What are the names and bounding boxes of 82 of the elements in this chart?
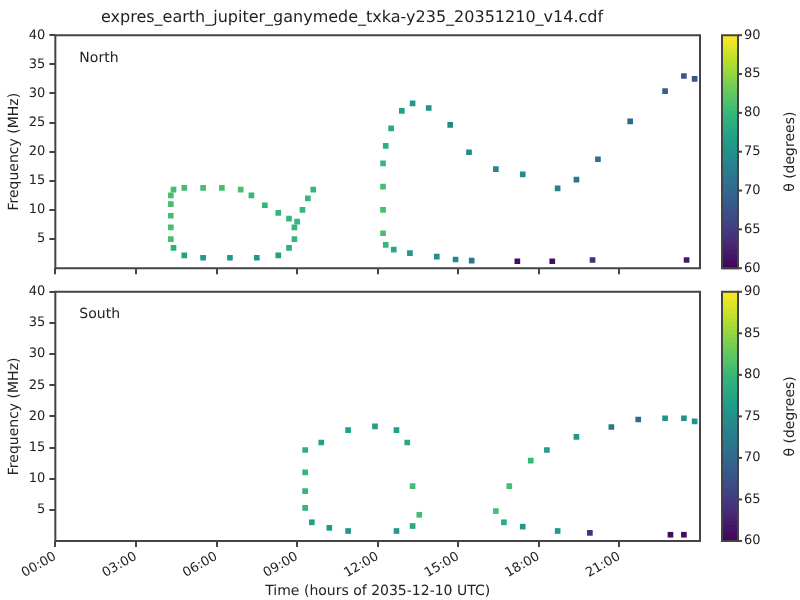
point xyxy=(393,528,400,534)
point xyxy=(345,528,351,534)
point xyxy=(514,258,521,265)
point xyxy=(200,184,206,191)
point xyxy=(237,186,244,193)
point xyxy=(380,230,386,237)
point xyxy=(404,439,411,446)
point xyxy=(683,257,690,263)
point xyxy=(305,195,311,202)
point xyxy=(493,166,499,172)
point xyxy=(286,244,292,251)
point xyxy=(275,210,282,216)
point xyxy=(635,416,642,423)
point xyxy=(219,184,225,191)
point xyxy=(299,207,306,213)
point xyxy=(318,439,325,446)
point xyxy=(587,530,593,536)
point xyxy=(380,183,386,190)
point xyxy=(425,105,432,111)
point xyxy=(181,252,188,259)
point xyxy=(549,258,556,265)
point xyxy=(662,415,668,422)
point xyxy=(286,215,292,222)
point xyxy=(409,523,416,529)
point xyxy=(681,415,687,422)
point xyxy=(667,531,674,538)
chart-title: expres_earth_jupiter_ganymede_txka-y235_20351210_v14.cdf xyxy=(100,7,604,26)
point xyxy=(200,254,206,261)
point xyxy=(501,519,507,526)
point xyxy=(595,156,601,163)
point xyxy=(168,224,174,231)
point xyxy=(168,192,174,199)
point xyxy=(627,118,633,125)
point xyxy=(227,254,233,261)
point xyxy=(168,212,174,219)
point xyxy=(382,242,389,248)
point xyxy=(253,254,260,261)
point xyxy=(544,447,550,453)
point xyxy=(468,257,475,264)
point xyxy=(388,125,394,132)
point xyxy=(589,257,596,263)
point xyxy=(527,457,534,464)
point xyxy=(372,423,378,430)
point xyxy=(302,505,308,511)
point xyxy=(168,236,174,242)
point xyxy=(409,483,416,489)
point xyxy=(310,186,317,193)
point xyxy=(416,511,423,518)
point xyxy=(681,531,687,538)
point xyxy=(662,88,668,94)
point xyxy=(407,250,413,256)
point xyxy=(326,525,333,531)
point xyxy=(691,76,698,82)
point xyxy=(519,171,526,178)
point xyxy=(170,244,177,251)
point xyxy=(390,246,397,253)
point xyxy=(447,122,454,128)
point xyxy=(608,424,615,430)
point xyxy=(309,519,315,526)
point xyxy=(681,73,687,79)
point xyxy=(181,184,188,191)
point xyxy=(393,427,400,433)
point xyxy=(399,108,405,114)
point xyxy=(168,201,174,207)
point xyxy=(275,252,282,259)
point xyxy=(433,253,440,260)
point xyxy=(519,523,526,530)
point xyxy=(302,488,308,494)
point xyxy=(380,160,386,167)
point xyxy=(294,218,300,225)
point xyxy=(573,434,580,440)
point xyxy=(382,143,389,149)
point xyxy=(493,508,499,514)
point xyxy=(380,207,386,213)
point xyxy=(466,149,472,156)
point xyxy=(302,447,308,453)
point xyxy=(554,528,561,534)
point xyxy=(345,427,351,433)
point xyxy=(302,469,308,476)
point xyxy=(291,236,298,242)
point xyxy=(506,483,513,489)
point xyxy=(262,202,268,209)
